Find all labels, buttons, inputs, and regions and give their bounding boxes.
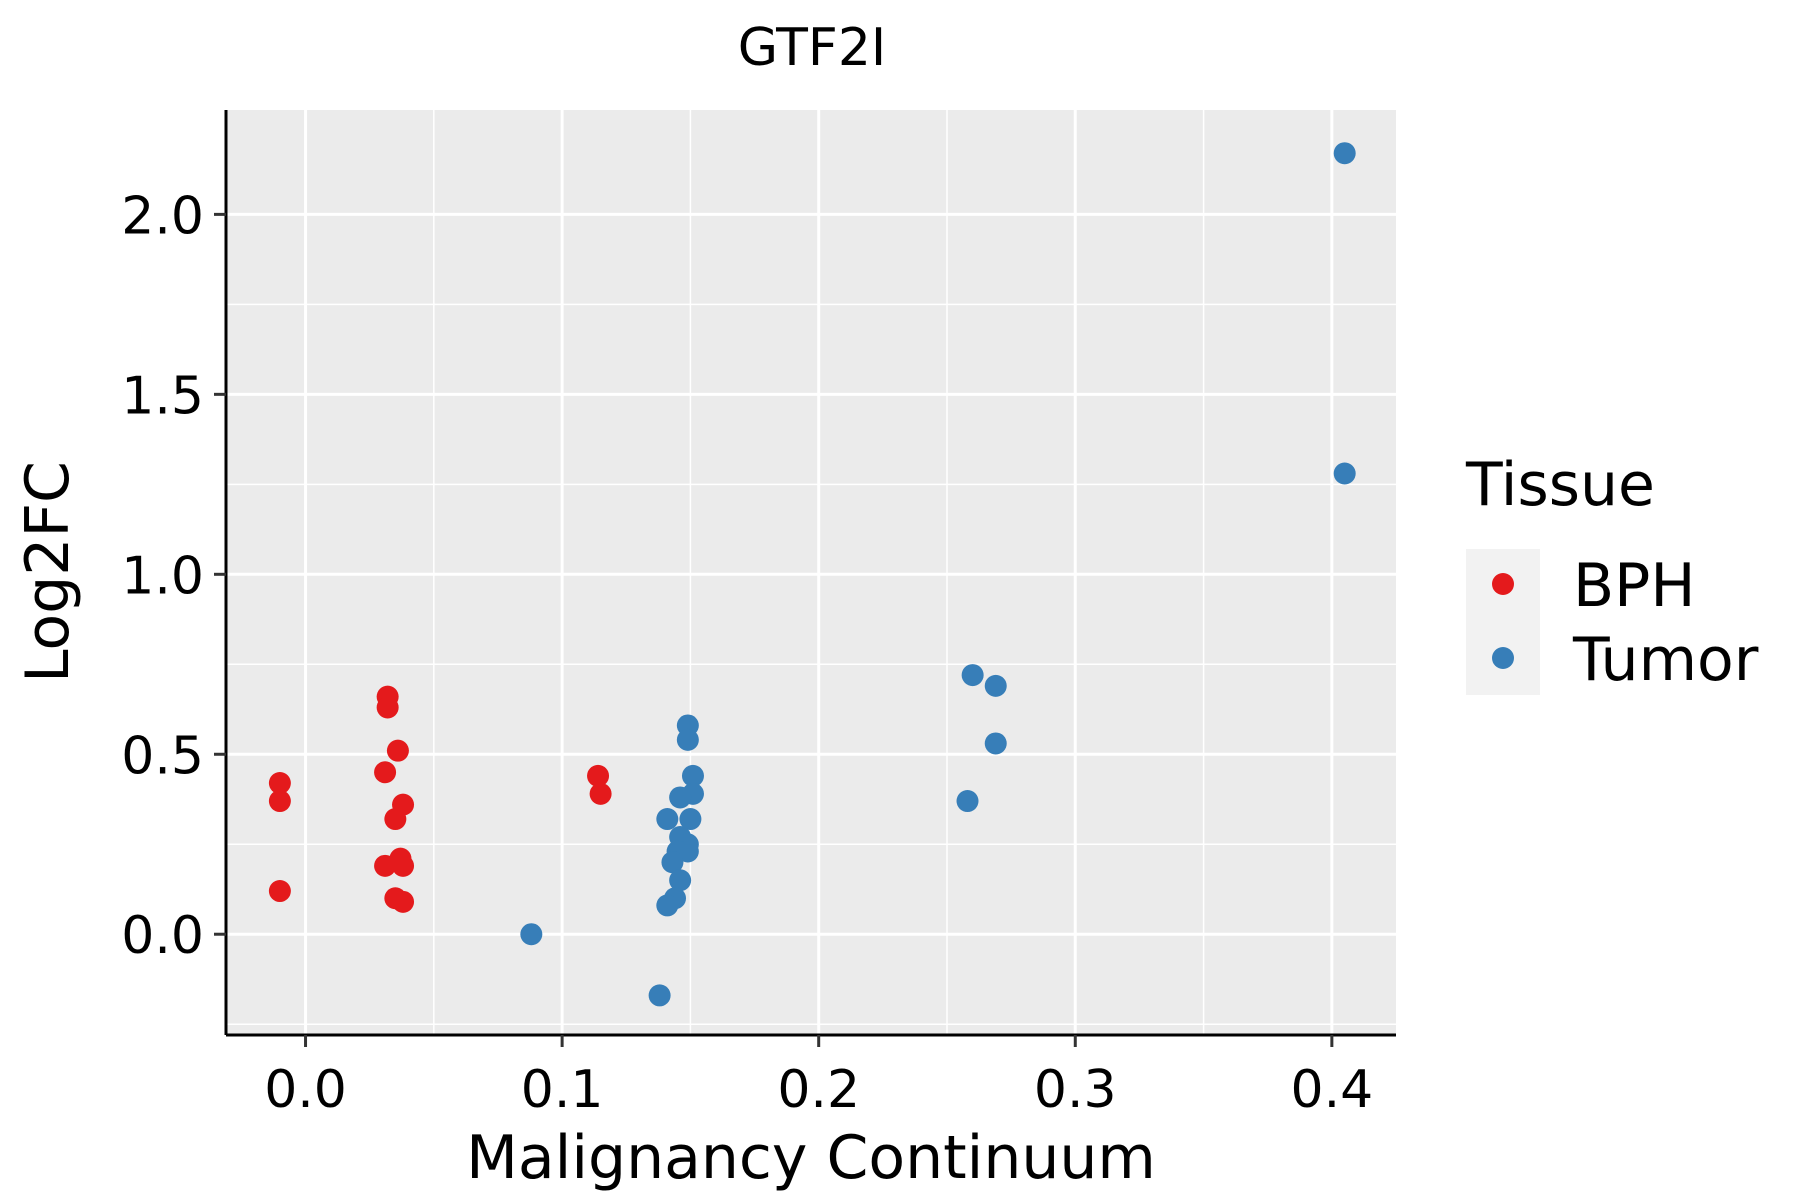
- bph-point: [386, 739, 409, 762]
- legend-key-background: [1466, 549, 1540, 695]
- bph-point: [376, 696, 399, 719]
- tumor-point: [1333, 142, 1356, 165]
- major-gridlines: [226, 110, 1396, 1035]
- x-tick-label: 0.1: [521, 1060, 604, 1120]
- tumor-point: [669, 786, 692, 809]
- x-tick-label: 0.4: [1291, 1060, 1374, 1120]
- tumor-point: [1333, 462, 1356, 485]
- y-tick-label: 2.0: [121, 186, 204, 246]
- tumor-point: [679, 808, 702, 831]
- legend-bph-marker: [1492, 573, 1514, 595]
- y-axis-ticks: 0.0 0.5 1.0 1.5 2.0: [121, 186, 226, 966]
- legend: Tissue BPH Tumor: [1465, 450, 1759, 695]
- bph-point: [392, 890, 415, 913]
- tumor-point: [661, 851, 684, 874]
- x-axis-label: Malignancy Continuum: [466, 1123, 1156, 1193]
- tumor-point: [984, 674, 1007, 697]
- tumor-point: [656, 808, 679, 831]
- bph-point: [384, 808, 407, 831]
- plot-panel: [226, 110, 1396, 1035]
- tumor-point: [984, 732, 1007, 755]
- y-tick-label: 1.5: [121, 366, 204, 426]
- bph-point: [589, 782, 612, 805]
- tumor-point: [520, 923, 543, 946]
- bph-point: [268, 790, 291, 813]
- bph-point: [587, 764, 610, 787]
- y-tick-label: 0.0: [121, 906, 204, 966]
- chart-title: GTF2I: [738, 18, 887, 78]
- x-axis-ticks: 0.0 0.1 0.2 0.3 0.4: [264, 1035, 1373, 1120]
- y-tick-label: 1.0: [121, 546, 204, 606]
- tumor-point: [961, 664, 984, 687]
- x-tick-label: 0.3: [1034, 1060, 1117, 1120]
- legend-title: Tissue: [1465, 450, 1655, 520]
- legend-bph-label: BPH: [1573, 551, 1695, 621]
- tumor-point: [648, 984, 671, 1007]
- legend-tumor-marker: [1492, 647, 1514, 669]
- tumor-point: [656, 894, 679, 917]
- tumor-point: [676, 728, 699, 751]
- tumor-point: [669, 869, 692, 892]
- tumor-point: [681, 764, 704, 787]
- tumor-point: [676, 840, 699, 863]
- bph-point: [268, 880, 291, 903]
- y-tick-label: 0.5: [121, 726, 204, 786]
- tumor-point: [956, 790, 979, 813]
- y-axis-label: Log2FC: [13, 461, 83, 683]
- x-tick-label: 0.2: [777, 1060, 860, 1120]
- data-points: [268, 142, 1356, 1007]
- bph-point: [392, 854, 415, 877]
- minor-gridlines: [226, 110, 1396, 1035]
- bph-point: [374, 854, 397, 877]
- bph-point: [374, 761, 397, 784]
- x-tick-label: 0.0: [264, 1060, 347, 1120]
- bph-point: [268, 772, 291, 795]
- legend-tumor-label: Tumor: [1572, 625, 1759, 695]
